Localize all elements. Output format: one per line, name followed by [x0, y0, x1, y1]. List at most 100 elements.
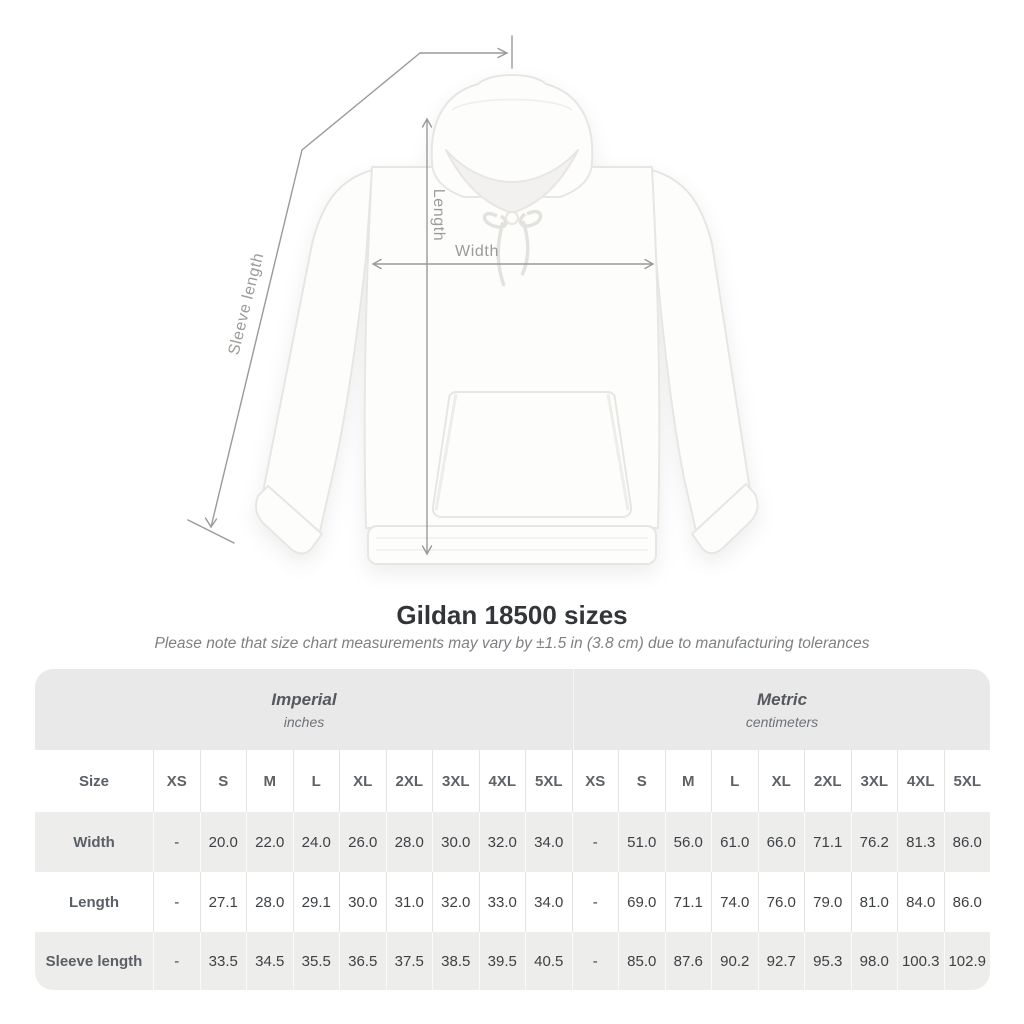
table-cell: 81.0 — [850, 872, 898, 932]
table-cell: 39.5 — [478, 932, 526, 990]
table-cell: 22.0 — [246, 812, 293, 872]
size-col-metric-l: L — [711, 750, 758, 812]
size-col-imperial-l: L — [292, 750, 340, 812]
table-cell: 66.0 — [757, 812, 805, 872]
table-cell: 90.2 — [711, 932, 758, 990]
table-cell: 33.5 — [199, 932, 247, 990]
table-cell: 76.0 — [757, 872, 805, 932]
size-col-metric-5xl: 5XL — [943, 750, 991, 812]
size-col-imperial-3xl: 3XL — [432, 750, 479, 812]
sleeve-length-line — [187, 35, 513, 544]
table-cell: - — [571, 932, 619, 990]
size-col-imperial-s: S — [199, 750, 247, 812]
table-cell: 27.1 — [199, 872, 247, 932]
size-table: Imperial inches Metric centimeters Size … — [35, 669, 990, 990]
imperial-group-subtitle: inches — [283, 713, 325, 730]
table-cell: 79.0 — [804, 872, 851, 932]
table-cell: 36.5 — [339, 932, 386, 990]
hoodie-neckline — [445, 149, 579, 214]
size-col-imperial-5xl: 5XL — [525, 750, 572, 812]
table-cell: - — [571, 812, 619, 872]
page-subtitle: Please note that size chart measurements… — [154, 635, 870, 652]
table-cell: 30.0 — [432, 812, 479, 872]
table-cell: 71.1 — [804, 812, 851, 872]
hoodie-pocket — [431, 391, 633, 518]
table-cell: 31.0 — [385, 872, 433, 932]
metric-group-title: Metric — [756, 689, 808, 709]
table-row-length: Length - 27.1 28.0 29.1 30.0 31.0 32.0 3… — [35, 872, 990, 932]
length-label: Length — [430, 188, 447, 242]
hoodie-right-cuff — [691, 483, 759, 555]
measurement-lines — [187, 35, 655, 556]
length-line — [421, 117, 433, 556]
table-cell: 81.3 — [897, 812, 944, 872]
table-cell: 35.5 — [292, 932, 340, 990]
unit-group-header: Imperial inches Metric centimeters — [35, 669, 990, 750]
hoodie-drawstrings — [482, 209, 543, 287]
imperial-group-title: Imperial — [271, 689, 337, 709]
size-header-row: Size XS S M L XL 2XL 3XL 4XL 5XL XS S M … — [35, 750, 990, 812]
table-cell: 51.0 — [618, 812, 665, 872]
table-cell: 69.0 — [618, 872, 665, 932]
metric-group-subtitle: centimeters — [745, 713, 819, 730]
table-cell: 61.0 — [711, 812, 758, 872]
width-label: Width — [455, 243, 499, 260]
table-cell: 71.1 — [664, 872, 712, 932]
table-cell: 98.0 — [850, 932, 898, 990]
imperial-group-header: Imperial inches — [35, 669, 574, 750]
metric-group-header: Metric centimeters — [574, 669, 990, 750]
size-col-metric-m: M — [664, 750, 712, 812]
size-col-metric-4xl: 4XL — [897, 750, 944, 812]
table-cell: 100.3 — [897, 932, 944, 990]
hoodie-hem — [367, 525, 657, 565]
table-cell: 34.5 — [246, 932, 293, 990]
table-cell: 85.0 — [618, 932, 665, 990]
table-cell: 26.0 — [339, 812, 386, 872]
table-cell: - — [571, 872, 619, 932]
table-cell: 34.0 — [525, 812, 572, 872]
table-cell: 28.0 — [385, 812, 433, 872]
hoodie-bow-knot — [505, 211, 519, 225]
table-cell: - — [153, 932, 200, 990]
hoodie-illustration — [255, 74, 759, 565]
size-col-metric-xl: XL — [757, 750, 805, 812]
table-cell: 92.7 — [757, 932, 805, 990]
hoodie-right-sleeve — [651, 169, 751, 541]
size-col-metric-s: S — [618, 750, 665, 812]
size-col-imperial-2xl: 2XL — [385, 750, 433, 812]
size-col-imperial-m: M — [246, 750, 293, 812]
table-cell: - — [153, 812, 200, 872]
table-cell: 76.2 — [850, 812, 898, 872]
row-label-sleeve-length: Sleeve length — [45, 952, 143, 970]
table-cell: 20.0 — [199, 812, 247, 872]
size-col-metric-2xl: 2XL — [804, 750, 851, 812]
table-cell: 56.0 — [664, 812, 712, 872]
table-cell: 86.0 — [943, 812, 991, 872]
table-cell: 30.0 — [339, 872, 386, 932]
width-line — [371, 258, 655, 270]
page-title: Gildan 18500 sizes — [396, 600, 628, 630]
table-cell: 32.0 — [432, 872, 479, 932]
table-cell: 87.6 — [664, 932, 712, 990]
table-cell: 29.1 — [292, 872, 340, 932]
size-col-imperial-xl: XL — [339, 750, 386, 812]
hoodie-diagram — [187, 35, 759, 565]
table-row-sleeve-length: Sleeve length - 33.5 34.5 35.5 36.5 37.5… — [35, 932, 990, 990]
size-col-metric-xs: XS — [571, 750, 619, 812]
table-cell: 38.5 — [432, 932, 479, 990]
size-col-imperial-xs: XS — [153, 750, 200, 812]
table-cell: 37.5 — [385, 932, 433, 990]
hoodie-hood — [430, 74, 594, 198]
row-label-length: Length — [69, 893, 119, 911]
table-cell: 40.5 — [525, 932, 572, 990]
size-col-metric-3xl: 3XL — [850, 750, 898, 812]
table-row-width: Width - 20.0 22.0 24.0 26.0 28.0 30.0 32… — [35, 812, 990, 872]
table-cell: 95.3 — [804, 932, 851, 990]
table-cell: 74.0 — [711, 872, 758, 932]
table-cell: 24.0 — [292, 812, 340, 872]
table-cell: 86.0 — [943, 872, 991, 932]
table-cell: 84.0 — [897, 872, 944, 932]
size-col-imperial-4xl: 4XL — [478, 750, 526, 812]
table-cell: 32.0 — [478, 812, 526, 872]
